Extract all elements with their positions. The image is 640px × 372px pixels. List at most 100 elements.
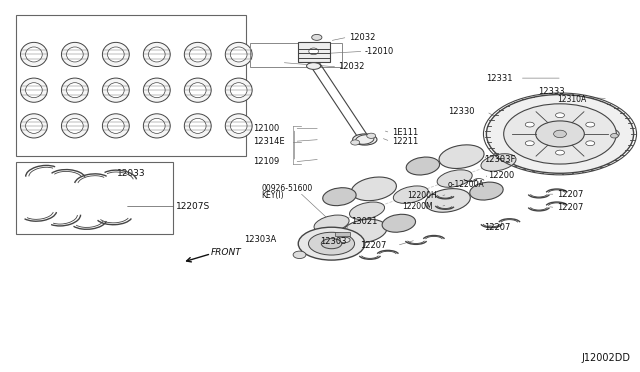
Ellipse shape — [321, 238, 342, 249]
Ellipse shape — [143, 78, 170, 102]
Text: 12100: 12100 — [253, 124, 279, 133]
Ellipse shape — [596, 129, 620, 139]
Ellipse shape — [470, 182, 503, 200]
Ellipse shape — [184, 114, 211, 138]
Ellipse shape — [406, 157, 440, 175]
Ellipse shape — [20, 42, 47, 67]
Circle shape — [312, 35, 322, 41]
Ellipse shape — [61, 42, 88, 67]
Ellipse shape — [394, 186, 428, 203]
Text: 12303A: 12303A — [244, 235, 276, 244]
Text: 12333: 12333 — [538, 87, 564, 96]
Ellipse shape — [437, 170, 472, 187]
Ellipse shape — [102, 42, 129, 67]
Text: 12207: 12207 — [360, 241, 386, 250]
Text: 12310A: 12310A — [557, 95, 586, 104]
Ellipse shape — [426, 189, 470, 212]
Text: 12200H: 12200H — [407, 191, 436, 200]
Ellipse shape — [102, 78, 129, 102]
Ellipse shape — [586, 122, 595, 127]
Ellipse shape — [26, 118, 42, 134]
Ellipse shape — [586, 141, 595, 146]
Ellipse shape — [525, 141, 534, 146]
Ellipse shape — [143, 114, 170, 138]
Circle shape — [611, 134, 618, 138]
Ellipse shape — [382, 214, 415, 232]
Text: 1E111: 1E111 — [392, 128, 418, 137]
Ellipse shape — [67, 118, 83, 134]
Ellipse shape — [108, 47, 124, 62]
Ellipse shape — [61, 114, 88, 138]
Ellipse shape — [439, 145, 484, 169]
Ellipse shape — [349, 202, 385, 219]
Text: 12331: 12331 — [486, 74, 513, 83]
Ellipse shape — [525, 122, 534, 127]
Text: 13021: 13021 — [351, 217, 377, 226]
Circle shape — [554, 130, 566, 138]
Ellipse shape — [353, 134, 377, 145]
Text: o-12200A: o-12200A — [448, 180, 484, 189]
Text: 12200M: 12200M — [402, 202, 433, 211]
Ellipse shape — [148, 118, 165, 134]
Text: KEY(I): KEY(I) — [261, 191, 284, 200]
Ellipse shape — [148, 83, 165, 98]
Text: 12207: 12207 — [557, 190, 583, 199]
Text: 12314E: 12314E — [253, 137, 284, 146]
Ellipse shape — [184, 42, 211, 67]
Ellipse shape — [108, 83, 124, 98]
Ellipse shape — [342, 219, 387, 243]
Ellipse shape — [230, 47, 247, 62]
Ellipse shape — [339, 237, 350, 243]
Text: 12032: 12032 — [349, 33, 375, 42]
Ellipse shape — [67, 47, 83, 62]
Text: 12032: 12032 — [338, 62, 364, 71]
Ellipse shape — [20, 114, 47, 138]
FancyBboxPatch shape — [16, 162, 173, 234]
Ellipse shape — [20, 78, 47, 102]
Text: 12211: 12211 — [392, 137, 418, 146]
Ellipse shape — [298, 227, 365, 260]
Ellipse shape — [143, 42, 170, 67]
Ellipse shape — [225, 42, 252, 67]
Ellipse shape — [189, 83, 206, 98]
Ellipse shape — [230, 83, 247, 98]
Text: 12207S: 12207S — [176, 202, 211, 211]
Ellipse shape — [536, 121, 584, 147]
Text: 12207: 12207 — [484, 223, 510, 232]
FancyBboxPatch shape — [16, 15, 246, 156]
Text: 12330: 12330 — [448, 107, 474, 116]
Ellipse shape — [230, 118, 247, 134]
FancyBboxPatch shape — [298, 42, 330, 62]
Ellipse shape — [26, 83, 42, 98]
Ellipse shape — [108, 118, 124, 134]
Ellipse shape — [307, 62, 321, 69]
Ellipse shape — [225, 114, 252, 138]
Circle shape — [351, 140, 360, 145]
Ellipse shape — [184, 78, 211, 102]
Circle shape — [367, 133, 376, 138]
Ellipse shape — [189, 118, 206, 134]
Ellipse shape — [314, 215, 349, 232]
Ellipse shape — [323, 188, 356, 206]
Ellipse shape — [189, 47, 206, 62]
Ellipse shape — [67, 83, 83, 98]
Text: 12033: 12033 — [117, 169, 145, 178]
Text: J12002DD: J12002DD — [581, 353, 630, 363]
Ellipse shape — [26, 47, 42, 62]
Circle shape — [293, 251, 306, 259]
Text: 12109: 12109 — [253, 157, 279, 166]
Ellipse shape — [102, 114, 129, 138]
Ellipse shape — [481, 154, 516, 171]
Text: FRONT: FRONT — [211, 248, 242, 257]
Text: 12303: 12303 — [320, 237, 346, 246]
Text: 00926-51600: 00926-51600 — [261, 185, 312, 193]
Ellipse shape — [351, 177, 396, 201]
Text: -12010: -12010 — [365, 47, 394, 56]
Ellipse shape — [148, 47, 165, 62]
Ellipse shape — [308, 232, 355, 255]
Ellipse shape — [556, 113, 564, 118]
FancyBboxPatch shape — [335, 232, 350, 236]
Ellipse shape — [308, 48, 319, 55]
Text: 12200: 12200 — [488, 171, 515, 180]
Ellipse shape — [61, 78, 88, 102]
